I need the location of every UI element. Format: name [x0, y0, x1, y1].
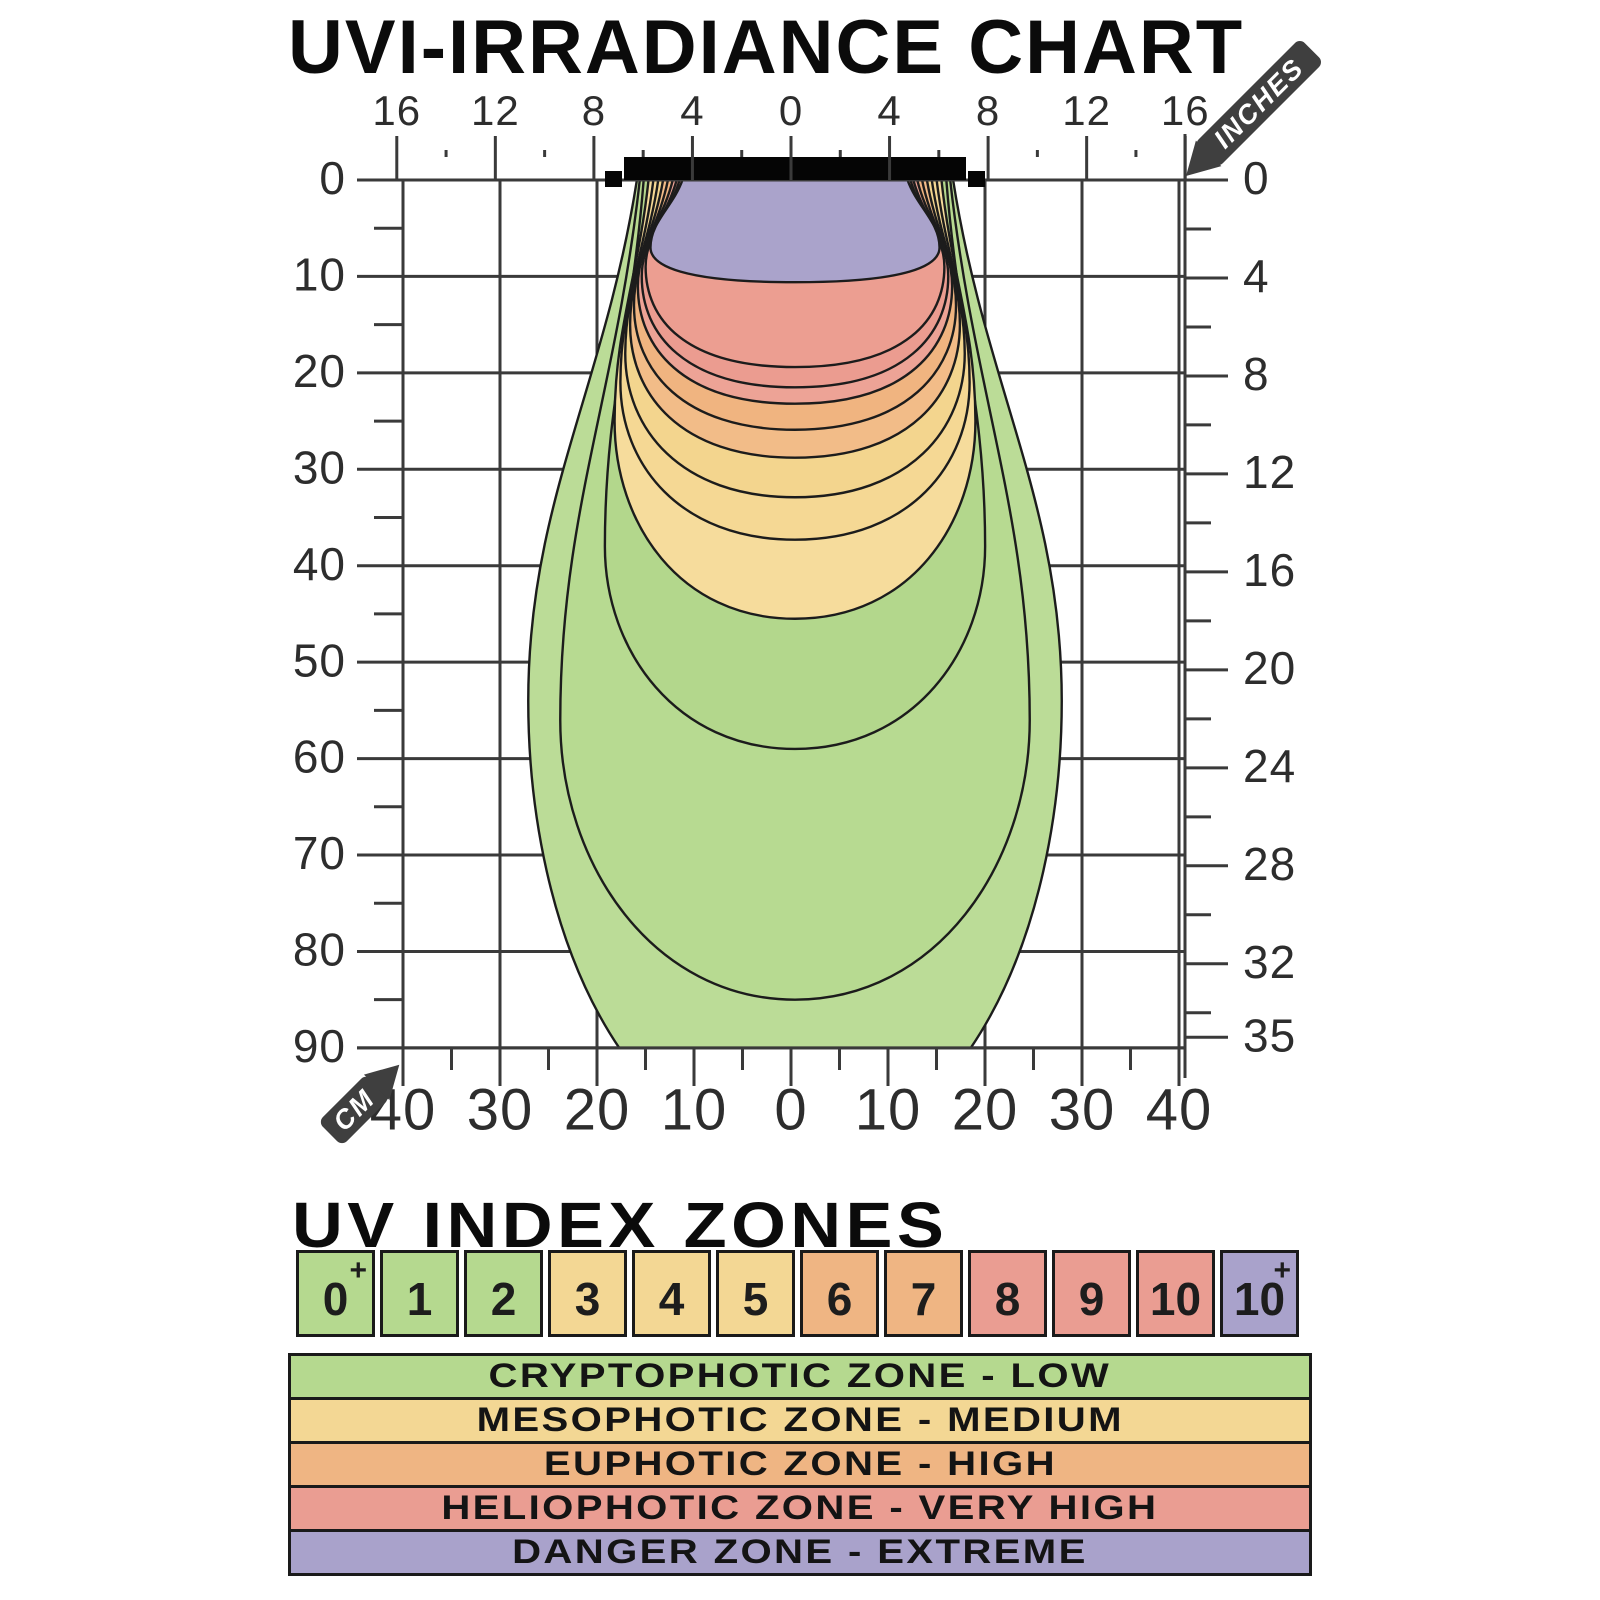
bottom-axis-tick-label: 40 [1146, 1077, 1213, 1142]
right-axis-tick-label: 35 [1243, 1009, 1296, 1061]
left-axis-tick-label: 80 [293, 924, 346, 976]
lamp-endcap-left [605, 171, 622, 187]
left-axis-tick-label: 50 [293, 634, 346, 686]
lamp-endcap-right [968, 171, 985, 187]
uvi-box-number: 10 [1233, 1272, 1286, 1325]
top-axis-tick-label: 16 [1161, 87, 1210, 134]
zone-row-label: EUPHOTIC ZONE - HIGH [543, 1445, 1057, 1483]
uv-index-scale: 0 +1 2 3 4 5 6 7 8 9 10 10 + [296, 1250, 1299, 1337]
zone-row-1: CRYPTOPHOTIC ZONE - LOW [288, 1353, 1312, 1400]
uvi-box-number: 6 [826, 1272, 853, 1325]
right-axis-tick-label: 0 [1243, 152, 1270, 204]
top-axis-tick-label: 16 [372, 87, 421, 134]
uvi-box-4: 4 [632, 1250, 711, 1337]
cm-arrowhead-icon [363, 1064, 400, 1101]
uvi-box-10+: 10 + [1220, 1250, 1299, 1337]
uvi-box-0+: 0 + [296, 1250, 375, 1337]
right-axis-tick-label: 24 [1243, 740, 1296, 792]
uvi-box-8: 8 [968, 1250, 1047, 1337]
bottom-axis-tick-label: 0 [774, 1077, 807, 1142]
bottom-axis-tick-label: 10 [855, 1077, 922, 1142]
left-axis-tick-label: 20 [293, 345, 346, 397]
zone-row-label: MESOPHOTIC ZONE - MEDIUM [476, 1401, 1124, 1439]
uvi-box-2: 2 [464, 1250, 543, 1337]
bottom-axis-tick-label: 20 [952, 1077, 1019, 1142]
uvi-box-1: 1 [380, 1250, 459, 1337]
lamp-bar [624, 157, 966, 180]
zone-row-label: HELIOPHOTIC ZONE - VERY HIGH [441, 1489, 1159, 1527]
uvi-box-number: 10 [1149, 1272, 1202, 1325]
irradiance-chart: 16 12 8 4 0 4 8 12 16048121620242832350102030405… [293, 41, 1321, 1144]
right-axis-tick-label: 20 [1243, 642, 1296, 694]
bottom-axis-tick-label: 30 [467, 1077, 534, 1142]
uvi-box-number: 1 [406, 1272, 433, 1325]
uvi-box-number: 2 [490, 1272, 517, 1325]
bottom-axis-tick-label: 30 [1049, 1077, 1116, 1142]
inches-arrowhead-icon [1186, 140, 1222, 176]
uvi-box-3: 3 [548, 1250, 627, 1337]
right-axis-tick-label: 28 [1243, 838, 1296, 890]
uvi-box-plus-sup: + [349, 1254, 367, 1287]
top-axis-tick-label: 12 [471, 87, 520, 134]
uvi-box-plus-sup: + [1273, 1254, 1291, 1287]
left-axis-tick-label: 0 [319, 152, 346, 204]
top-axis-tick-label: 4 [680, 87, 704, 134]
zone-row-3: EUPHOTIC ZONE - HIGH [288, 1441, 1312, 1488]
uvi-box-7: 7 [884, 1250, 963, 1337]
zone-legend-rows: CRYPTOPHOTIC ZONE - LOW MESOPHOTIC ZONE -… [288, 1353, 1312, 1576]
zone-row-2: MESOPHOTIC ZONE - MEDIUM [288, 1397, 1312, 1444]
top-axis-tick-label: 8 [582, 87, 606, 134]
page-title: UVI-IRRADIANCE CHART [288, 5, 1245, 90]
zone-row-label: DANGER ZONE - EXTREME [512, 1533, 1088, 1571]
uvi-box-number: 3 [574, 1272, 601, 1325]
uvi-box-5: 5 [716, 1250, 795, 1337]
uvi-box-number: 4 [658, 1272, 685, 1325]
bottom-axis-tick-label: 10 [661, 1077, 728, 1142]
right-axis-tick-label: 12 [1243, 446, 1296, 498]
cm-arrow-body [320, 1076, 388, 1144]
top-axis-tick-label: 4 [877, 87, 901, 134]
uvi-box-number: 7 [910, 1272, 937, 1325]
left-axis-tick-label: 90 [293, 1020, 346, 1072]
uvi-box-number: 8 [994, 1272, 1021, 1325]
zone-row-4: HELIOPHOTIC ZONE - VERY HIGH [288, 1485, 1312, 1532]
uvi-box-number: 9 [1078, 1272, 1105, 1325]
uv-index-zones-title: UV INDEX ZONES [292, 1189, 949, 1261]
right-axis-tick-label: 8 [1243, 348, 1270, 400]
uvi-box-6: 6 [800, 1250, 879, 1337]
uvi-box-9: 9 [1052, 1250, 1131, 1337]
top-axis-tick-label: 8 [976, 87, 1000, 134]
left-axis-tick-label: 10 [293, 249, 346, 301]
left-axis-tick-label: 40 [293, 538, 346, 590]
zone-row-label: CRYPTOPHOTIC ZONE - LOW [488, 1357, 1112, 1395]
zone-row-5: DANGER ZONE - EXTREME [288, 1529, 1312, 1576]
right-axis-tick-label: 4 [1243, 250, 1270, 302]
uvi-box-number: 5 [742, 1272, 769, 1325]
right-axis-tick-label: 32 [1243, 936, 1296, 988]
inches-arrow-body [1196, 41, 1321, 166]
bottom-axis-tick-label: 20 [564, 1077, 631, 1142]
top-axis-tick-label: 12 [1062, 87, 1111, 134]
contour-zone-10+ [649, 180, 941, 284]
inches-arrow-label: INCHES [1208, 52, 1310, 154]
top-axis-tick-label: 0 [779, 87, 803, 134]
left-axis-tick-label: 60 [293, 731, 346, 783]
uvi-box-10: 10 [1136, 1250, 1215, 1337]
left-axis-tick-label: 70 [293, 827, 346, 879]
uvi-box-number: 0 [322, 1272, 349, 1325]
left-axis-tick-label: 30 [293, 441, 346, 493]
right-axis-tick-label: 16 [1243, 544, 1296, 596]
